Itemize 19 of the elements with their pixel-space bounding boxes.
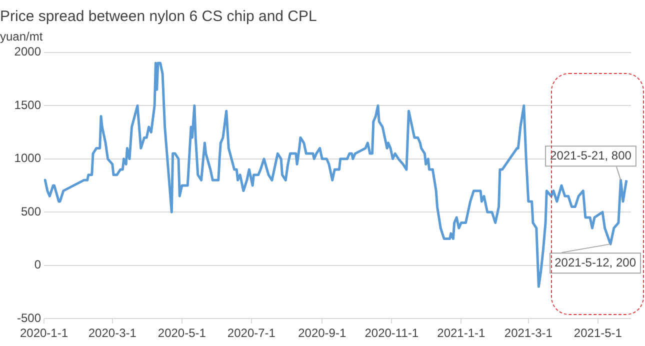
annotation: 2021-5-12, 200 — [554, 255, 636, 270]
annotation: 2021-5-21, 800 — [550, 148, 632, 162]
x-tick-label: 2021-1-1 — [437, 326, 486, 340]
y-tick-label: 2000 — [14, 44, 42, 59]
x-tick-label: 2020-7-1 — [227, 326, 276, 340]
y-tick-label: 500 — [20, 204, 42, 218]
x-tick-label: 2020-3-1 — [88, 326, 137, 340]
y-axis-title: yuan/mt — [0, 30, 44, 44]
chart-title: Price spread between nylon 6 CS chip and CPL — [0, 8, 317, 26]
x-tick-label: 2021-3-1 — [504, 326, 553, 340]
y-tick-label: 0 — [34, 258, 42, 272]
x-tick-label: 2020-9-1 — [298, 326, 346, 340]
x-tick-label: 2020-5-1 — [158, 326, 206, 340]
x-tick-label: 2020-11-1 — [364, 326, 419, 340]
x-tick-label: 2020-1-1 — [20, 326, 68, 340]
y-tick-label: -500 — [16, 310, 42, 325]
x-tick-label: 2021-5-1 — [574, 326, 622, 340]
y-tick-label: 1000 — [14, 151, 42, 166]
y-tick-label: 1500 — [14, 98, 42, 112]
